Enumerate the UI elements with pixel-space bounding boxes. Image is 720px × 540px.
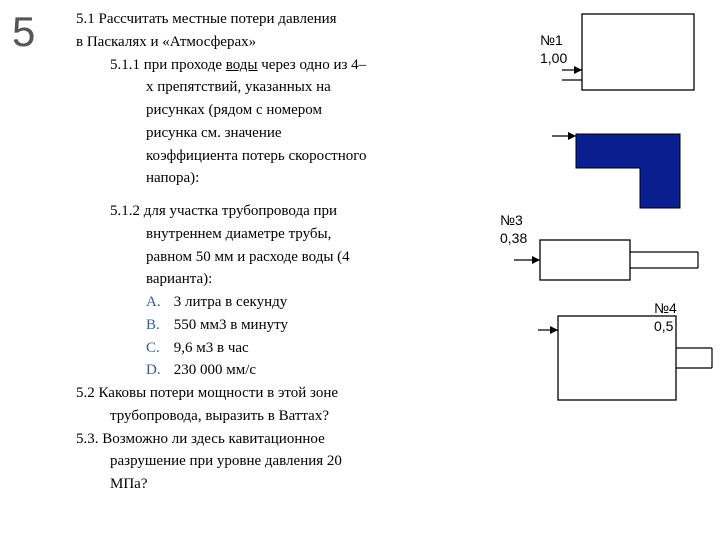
line-5.1.1-a: 5.1.1 при проходе воды через одно из 4– bbox=[76, 56, 476, 75]
label-4: №4 0,5 bbox=[654, 300, 677, 335]
option-letter-a: A. bbox=[146, 293, 170, 312]
label-1: №1 1,00 bbox=[540, 32, 567, 67]
option-text: 230 000 мм/с bbox=[170, 362, 256, 378]
option-letter-c: C. bbox=[146, 339, 170, 358]
diagram-1 bbox=[560, 12, 700, 96]
option-a: A. 3 литра в секунду bbox=[76, 293, 476, 312]
option-text: 3 литра в секунду bbox=[170, 294, 287, 310]
line-5.1.2-b: внутреннем диаметре трубы, bbox=[76, 225, 476, 244]
line-5.1.2-c: равном 50 мм и расходе воды (4 bbox=[76, 248, 476, 267]
line-5.1.2-a: 5.1.2 для участка трубопровода при bbox=[76, 202, 476, 221]
line-5.2-a: 5.2 Каковы потери мощности в этой зоне bbox=[76, 384, 476, 403]
problem-text: 5.1 Рассчитать местные потери давления в… bbox=[76, 10, 476, 498]
line-5.1.1-b: х препятствий, указанных на bbox=[76, 78, 476, 97]
diagrams-column: №1 1,00 №2 1,19 №3 0,38 bbox=[500, 12, 710, 432]
option-text: 9,6 м3 в час bbox=[170, 340, 249, 356]
problem-number: 5 bbox=[12, 8, 35, 56]
line-5.1.1-c: рисунках (рядом с номером bbox=[76, 101, 476, 120]
line-5.3-a: 5.3. Возможно ли здесь кавитационное bbox=[76, 430, 476, 449]
diagram-3 bbox=[510, 232, 710, 288]
diagram-4 bbox=[538, 308, 718, 408]
option-d: D. 230 000 мм/с bbox=[76, 361, 476, 380]
word-underlined: воды bbox=[226, 57, 258, 73]
label-3: №3 0,38 bbox=[500, 212, 527, 247]
option-c: C. 9,6 м3 в час bbox=[76, 339, 476, 358]
line-5.3-b: разрушение при уровне давления 20 bbox=[76, 452, 476, 471]
line-5.1-b: в Паскалях и «Атмосферах» bbox=[76, 33, 476, 52]
option-text: 550 мм3 в минуту bbox=[170, 317, 288, 333]
line-5.1.1-f: напора): bbox=[76, 169, 476, 188]
label-2: №2 1,19 bbox=[560, 172, 587, 207]
option-letter-b: B. bbox=[146, 316, 170, 335]
option-b: B. 550 мм3 в минуту bbox=[76, 316, 476, 335]
seg: 5.1.1 при проходе bbox=[110, 57, 226, 73]
line-5.1.1-e: коэффициента потерь скоростного bbox=[76, 147, 476, 166]
line-5.1-a: 5.1 Рассчитать местные потери давления bbox=[76, 10, 476, 29]
line-5.2-b: трубопровода, выразить в Ваттах? bbox=[76, 407, 476, 426]
line-5.1.2-d: варианта): bbox=[76, 270, 476, 289]
option-letter-d: D. bbox=[146, 361, 170, 380]
seg: через одно из 4– bbox=[258, 57, 367, 73]
line-5.3-c: МПа? bbox=[76, 475, 476, 494]
line-5.1.1-d: рисунка см. значение bbox=[76, 124, 476, 143]
